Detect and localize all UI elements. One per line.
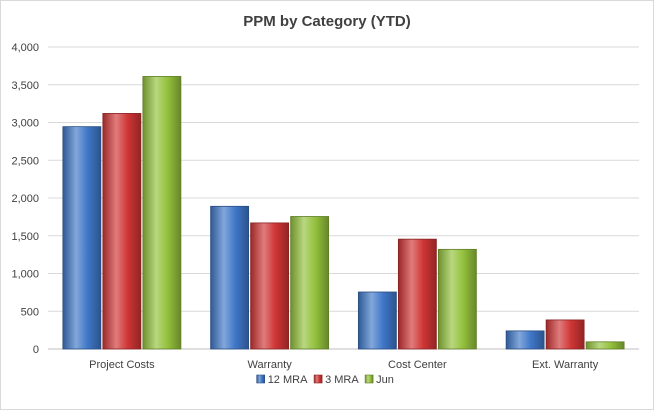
- bars: [62, 76, 625, 350]
- bar-3-mra-project-costs: [102, 113, 142, 350]
- x-tick-label: Project Costs: [89, 359, 155, 371]
- legend-swatch: [313, 374, 323, 384]
- x-tick-label: Warranty: [248, 359, 293, 371]
- bar-3-mra-cost-center: [397, 238, 437, 350]
- bar-12-mra-ext-warranty: [505, 330, 545, 350]
- y-tick-label: 4,000: [11, 42, 39, 54]
- legend-label: 3 MRA: [325, 374, 359, 386]
- legend-swatch: [256, 374, 265, 384]
- bar-jun-ext-warranty: [585, 341, 625, 350]
- bar-jun-project-costs: [142, 76, 182, 350]
- y-tick-label: 0: [33, 344, 39, 356]
- x-tick-label: Ext. Warranty: [532, 359, 599, 371]
- bar-3-mra-ext-warranty: [545, 319, 585, 350]
- y-tick-label: 500: [21, 306, 39, 318]
- legend-label: Jun: [376, 374, 394, 386]
- bar-jun-cost-center: [437, 248, 477, 350]
- chart-title: PPM by Category (YTD): [243, 13, 411, 30]
- x-tick-label: Cost Center: [388, 359, 447, 371]
- y-tick-label: 1,000: [11, 269, 39, 281]
- bar-3-mra-warranty: [250, 222, 290, 350]
- y-tick-label: 1,500: [11, 231, 39, 243]
- legend-label: 12 MRA: [268, 374, 308, 386]
- y-axis: 0 500 1,000 1,500 2,000 2,500 3,000 3,500 4,000: [11, 42, 39, 356]
- bar-12-mra-cost-center: [357, 291, 397, 350]
- y-tick-label: 3,000: [11, 118, 39, 130]
- y-tick-label: 2,000: [11, 193, 39, 205]
- legend-swatch: [364, 374, 374, 384]
- legend: 12 MRA 3 MRA Jun: [256, 374, 394, 386]
- y-tick-label: 3,500: [11, 80, 39, 92]
- bar-jun-warranty: [290, 216, 330, 350]
- y-tick-label: 2,500: [11, 155, 39, 167]
- bar-12-mra-project-costs: [62, 126, 102, 350]
- x-axis: Project Costs Warranty Cost Center Ext. War…: [89, 359, 599, 371]
- bar-12-mra-warranty: [210, 205, 250, 350]
